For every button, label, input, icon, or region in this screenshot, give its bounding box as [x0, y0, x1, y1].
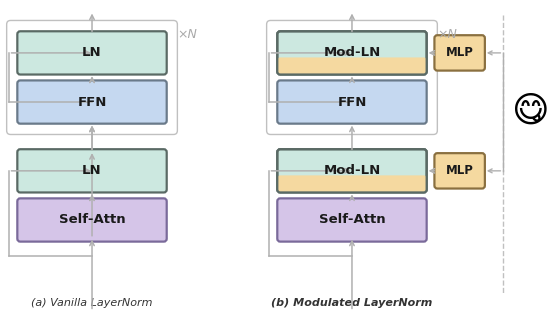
- FancyBboxPatch shape: [434, 35, 485, 71]
- FancyBboxPatch shape: [17, 80, 167, 124]
- Text: LN: LN: [82, 164, 102, 177]
- Text: MLP: MLP: [446, 164, 474, 177]
- FancyBboxPatch shape: [278, 31, 427, 75]
- Text: Self-Attn: Self-Attn: [59, 214, 125, 226]
- FancyBboxPatch shape: [17, 198, 167, 242]
- Text: (a) Vanilla LayerNorm: (a) Vanilla LayerNorm: [31, 297, 153, 307]
- FancyBboxPatch shape: [17, 149, 167, 192]
- FancyBboxPatch shape: [278, 175, 427, 192]
- FancyBboxPatch shape: [434, 153, 485, 189]
- Text: Mod-LN: Mod-LN: [324, 46, 381, 59]
- Text: ×N: ×N: [437, 28, 457, 41]
- Text: MLP: MLP: [446, 46, 474, 59]
- FancyBboxPatch shape: [278, 198, 427, 242]
- Text: Mod-LN: Mod-LN: [324, 164, 381, 177]
- Text: ×N: ×N: [177, 28, 197, 41]
- Text: (b) Modulated LayerNorm: (b) Modulated LayerNorm: [271, 297, 433, 307]
- FancyBboxPatch shape: [278, 149, 427, 192]
- FancyBboxPatch shape: [278, 80, 427, 124]
- Text: FFN: FFN: [78, 96, 107, 109]
- Text: 😋: 😋: [512, 95, 549, 129]
- FancyBboxPatch shape: [278, 57, 427, 75]
- Text: LN: LN: [82, 46, 102, 59]
- FancyBboxPatch shape: [17, 31, 167, 75]
- Text: Self-Attn: Self-Attn: [319, 214, 385, 226]
- Text: FFN: FFN: [337, 96, 367, 109]
